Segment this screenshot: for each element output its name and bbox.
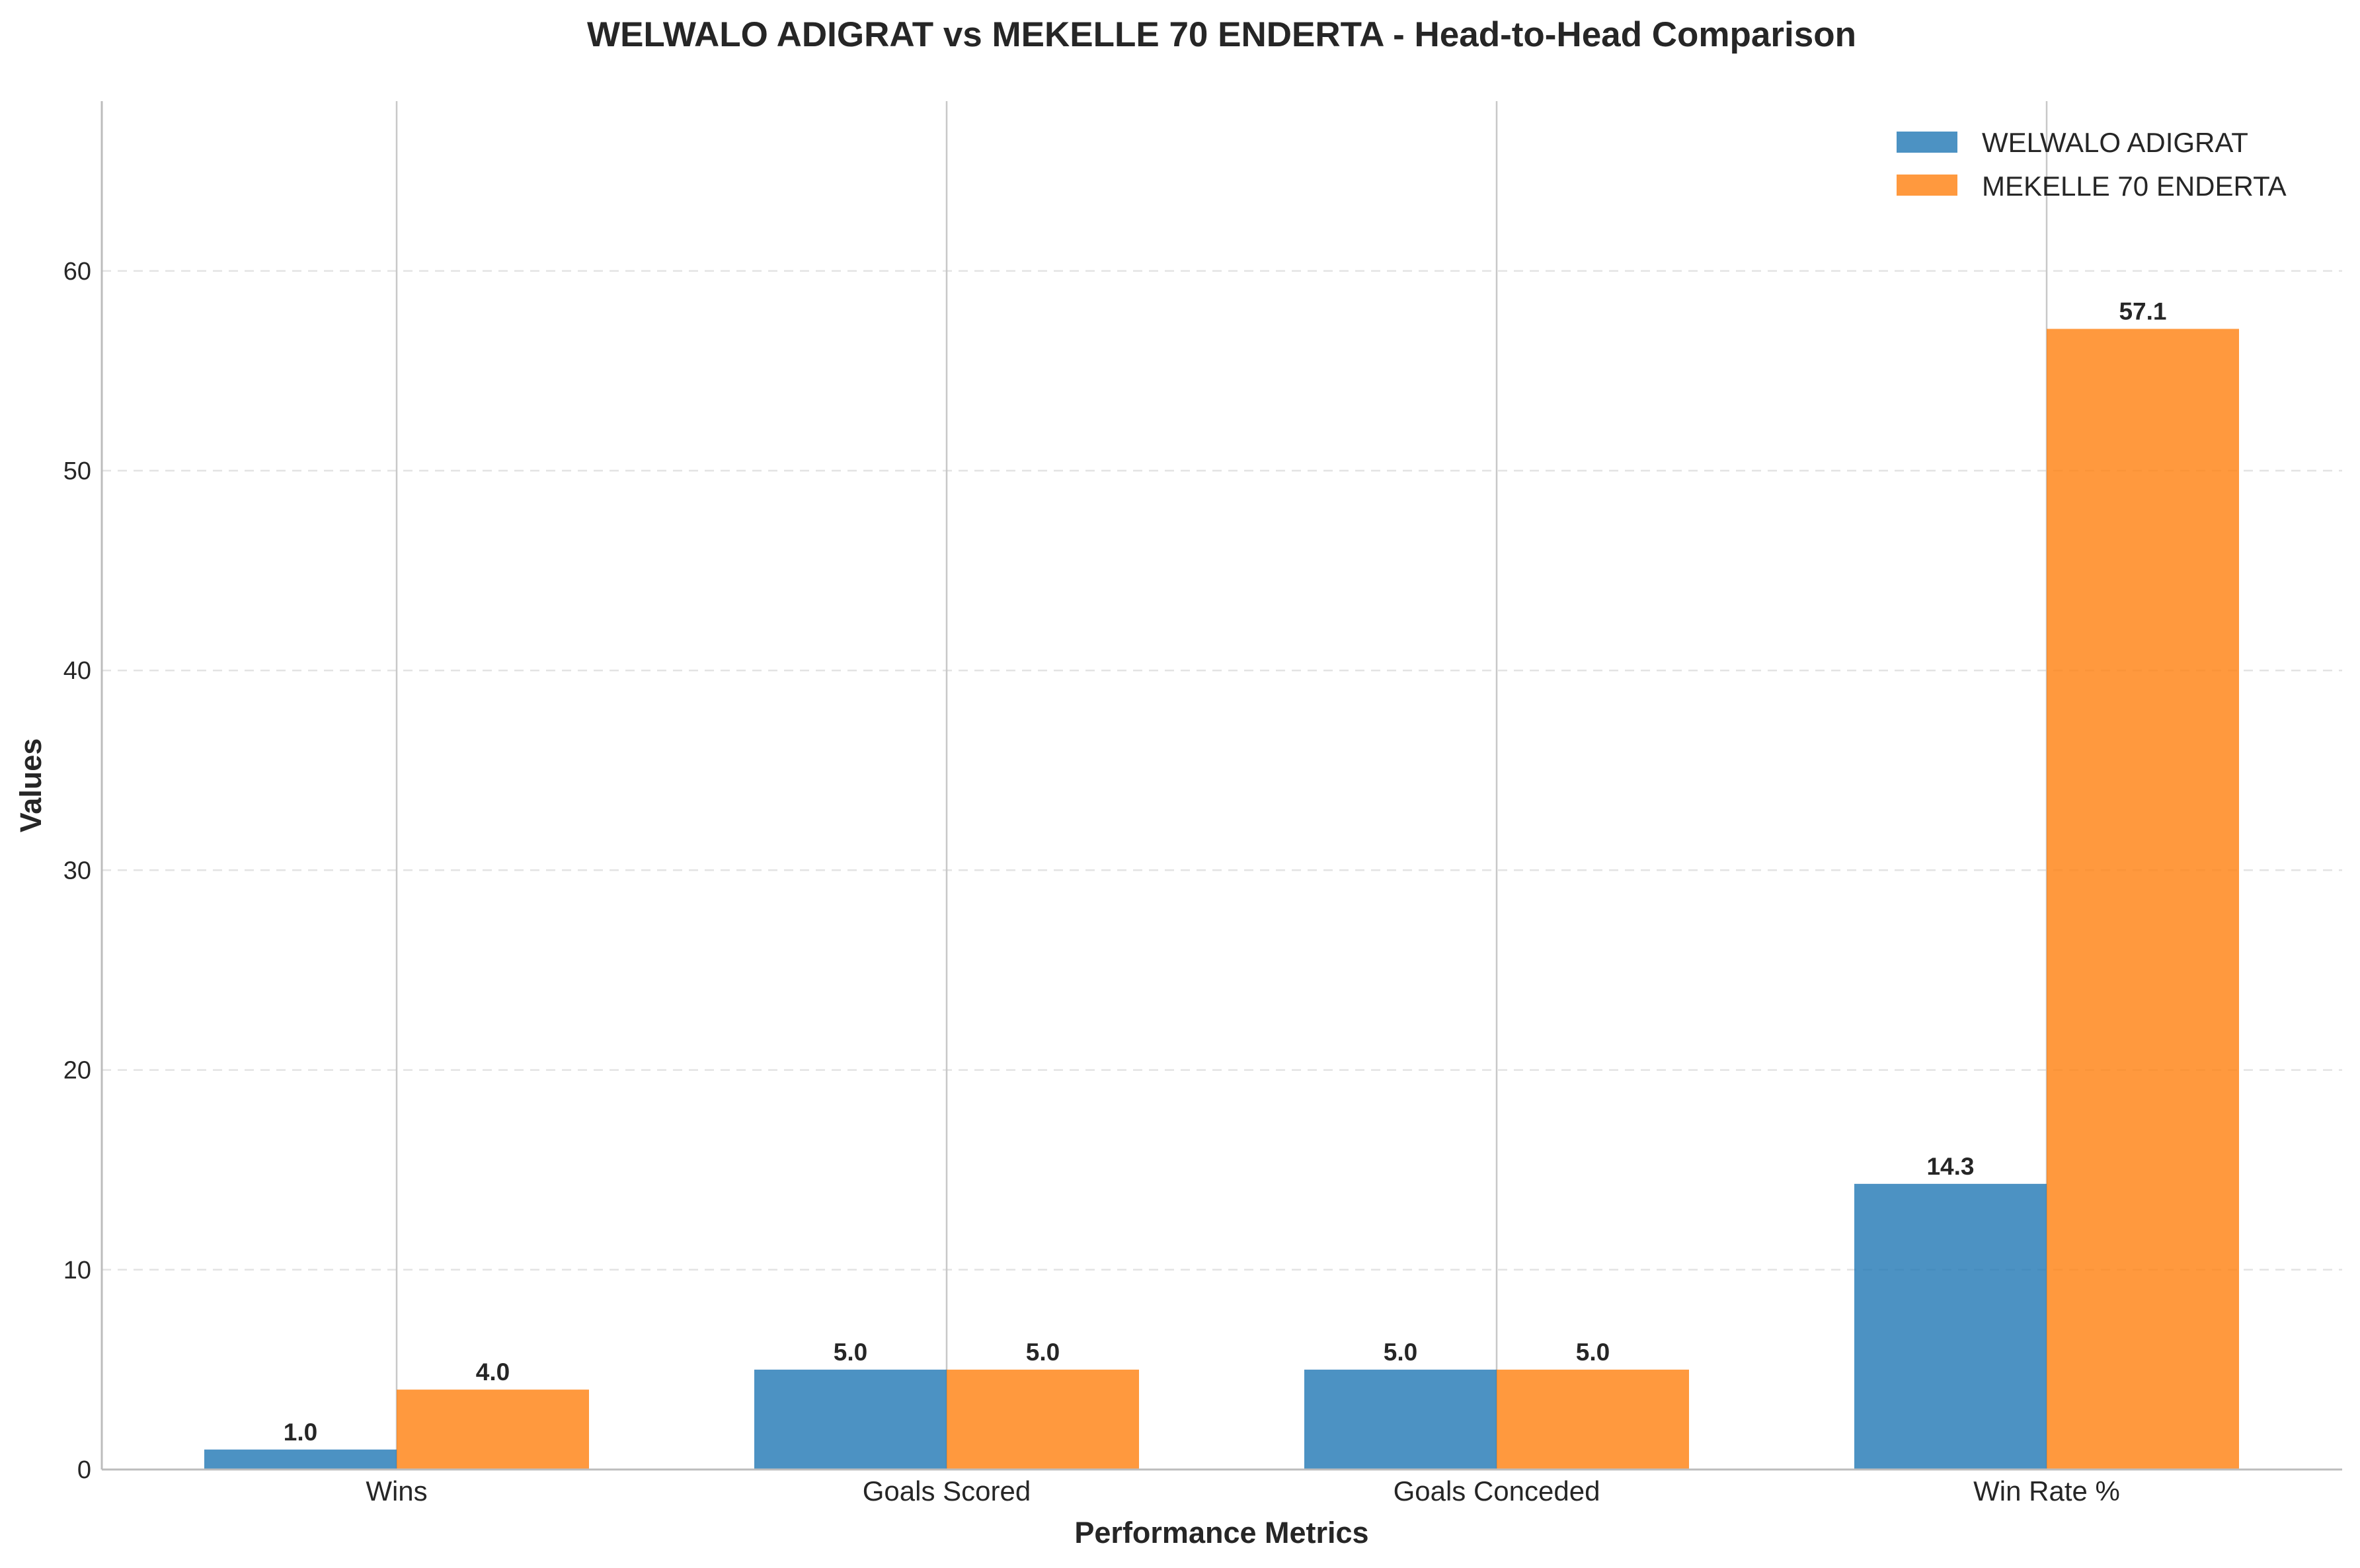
bar-mekelle-2 <box>1497 1369 1689 1470</box>
legend-label-welwalo: WELWALO ADIGRAT <box>1982 127 2248 158</box>
y-tick-label: 40 <box>63 657 91 685</box>
data-label: 5.0 <box>834 1339 867 1366</box>
data-label: 57.1 <box>2119 297 2166 325</box>
data-label: 5.0 <box>1576 1339 1610 1366</box>
x-tick-label: Goals Scored <box>863 1475 1031 1507</box>
bar-welwalo-3 <box>1854 1183 2047 1470</box>
bar-mekelle-0 <box>397 1390 589 1470</box>
data-label: 4.0 <box>476 1358 510 1386</box>
bar-mekelle-1 <box>947 1369 1139 1470</box>
y-tick-label: 60 <box>63 258 91 286</box>
legend: WELWALO ADIGRAT MEKELLE 70 ENDERTA <box>1897 127 2287 202</box>
legend-label-mekelle: MEKELLE 70 ENDERTA <box>1982 171 2287 202</box>
y-axis-label: Values <box>14 738 48 833</box>
x-tick-label: Goals Conceded <box>1394 1475 1600 1507</box>
data-label: 5.0 <box>1026 1339 1060 1366</box>
x-tick-labels: Wins Goals Scored Goals Conceded Win Rate % <box>366 1475 2120 1507</box>
bar-welwalo-0 <box>204 1449 397 1470</box>
y-tick-label: 20 <box>63 1057 91 1085</box>
y-tick-label: 10 <box>63 1257 91 1284</box>
legend-swatch-welwalo <box>1897 132 1957 153</box>
data-labels: 1.0 5.0 5.0 14.3 4.0 5.0 5.0 57.1 <box>284 297 2167 1445</box>
bars <box>204 329 2239 1470</box>
x-axis-label: Performance Metrics <box>1074 1516 1368 1549</box>
y-tick-label: 30 <box>63 857 91 884</box>
x-tick-label: Wins <box>366 1475 427 1507</box>
legend-swatch-mekelle <box>1897 175 1957 196</box>
data-label: 5.0 <box>1384 1339 1417 1366</box>
bar-welwalo-2 <box>1304 1369 1497 1470</box>
y-tick-label: 50 <box>63 457 91 485</box>
bar-welwalo-1 <box>754 1369 947 1470</box>
bar-mekelle-3 <box>2047 329 2239 1470</box>
y-tick-labels: 0 10 20 30 40 50 60 <box>63 258 91 1484</box>
chart-title: WELWALO ADIGRAT vs MEKELLE 70 ENDERTA - … <box>587 15 1856 54</box>
axes <box>100 101 2342 1471</box>
y-tick-label: 0 <box>77 1456 91 1484</box>
data-label: 14.3 <box>1926 1153 1974 1180</box>
x-tick-label: Win Rate % <box>1973 1475 2120 1507</box>
data-label: 1.0 <box>284 1419 317 1446</box>
